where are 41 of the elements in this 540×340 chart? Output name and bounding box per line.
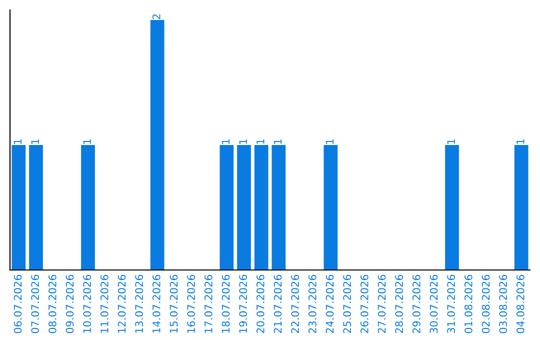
x-tick-label: 02.08.2026 — [482, 274, 490, 334]
x-tick-label: 14.07.2026 — [152, 274, 160, 333]
data-label: 1 — [222, 139, 230, 144]
x-tick-label: 24.07.2026 — [326, 274, 334, 334]
x-tick-label: 16.07.2026 — [187, 274, 196, 333]
x-tick-label: 01.08.2026 — [464, 274, 472, 334]
x-tick-label: 19.07.2026 — [239, 274, 248, 333]
x-tick-label: 04.08.2026 — [516, 274, 524, 334]
x-tick-label: 20.07.2026 — [256, 274, 264, 334]
x-tick-label: 17.07.2026 — [204, 274, 212, 333]
data-label: 1 — [274, 139, 282, 144]
x-tick-label: 13.07.2026 — [135, 274, 144, 333]
x-tick-label: 30.07.2026 — [430, 274, 438, 334]
x-tick-label: 31.07.2026 — [447, 274, 456, 334]
data-label: 1 — [83, 139, 91, 144]
x-tick-label: 21.07.2026 — [274, 274, 282, 334]
x-tick-label: 06.07.2026 — [14, 274, 22, 334]
data-label: 1 — [239, 139, 247, 144]
data-label: 1 — [326, 139, 334, 144]
x-tick-label: 11.07.2026 — [100, 274, 108, 333]
x-tick-label: 26.07.2026 — [360, 274, 368, 334]
x-tick-label: 28.07.2026 — [395, 274, 404, 334]
x-tick-label: 29.07.2026 — [412, 274, 420, 334]
x-tick-label: 27.07.2026 — [378, 274, 386, 334]
x-tick-label: 15.07.2026 — [170, 274, 178, 333]
data-label: 1 — [516, 139, 524, 144]
x-tick-label: 03.08.2026 — [499, 274, 508, 334]
x-tick-label: 22.07.2026 — [291, 274, 300, 334]
x-tick-label: 07.07.2026 — [31, 274, 40, 334]
x-tick-label: 12.07.2026 — [118, 274, 126, 333]
x-tick-label: 25.07.2026 — [343, 274, 352, 334]
data-label: 1 — [14, 139, 22, 144]
x-tick-label: 23.07.2026 — [308, 274, 316, 334]
x-tick-label: 09.07.2026 — [66, 274, 74, 334]
data-label: 1 — [31, 139, 39, 144]
x-tick-label: 10.07.2026 — [83, 274, 92, 333]
data-label: 1 — [256, 139, 264, 144]
data-label: 2 — [152, 14, 160, 20]
x-tick-label: 08.07.2026 — [48, 274, 56, 334]
x-tick-label: 18.07.2026 — [222, 274, 230, 333]
data-label: 1 — [447, 139, 455, 144]
